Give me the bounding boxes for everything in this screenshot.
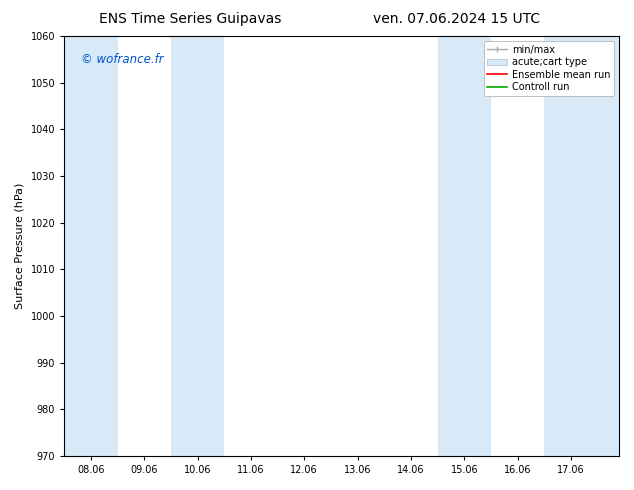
Bar [437, 36, 491, 456]
Bar [171, 36, 224, 456]
Bar [64, 36, 117, 456]
Text: ven. 07.06.2024 15 UTC: ven. 07.06.2024 15 UTC [373, 12, 540, 26]
Y-axis label: Surface Pressure (hPa): Surface Pressure (hPa) [15, 183, 25, 309]
Bar [545, 36, 619, 456]
Text: ENS Time Series Guipavas: ENS Time Series Guipavas [99, 12, 281, 26]
Legend: min/max, acute;cart type, Ensemble mean run, Controll run: min/max, acute;cart type, Ensemble mean … [484, 41, 614, 96]
Text: © wofrance.fr: © wofrance.fr [81, 53, 164, 66]
